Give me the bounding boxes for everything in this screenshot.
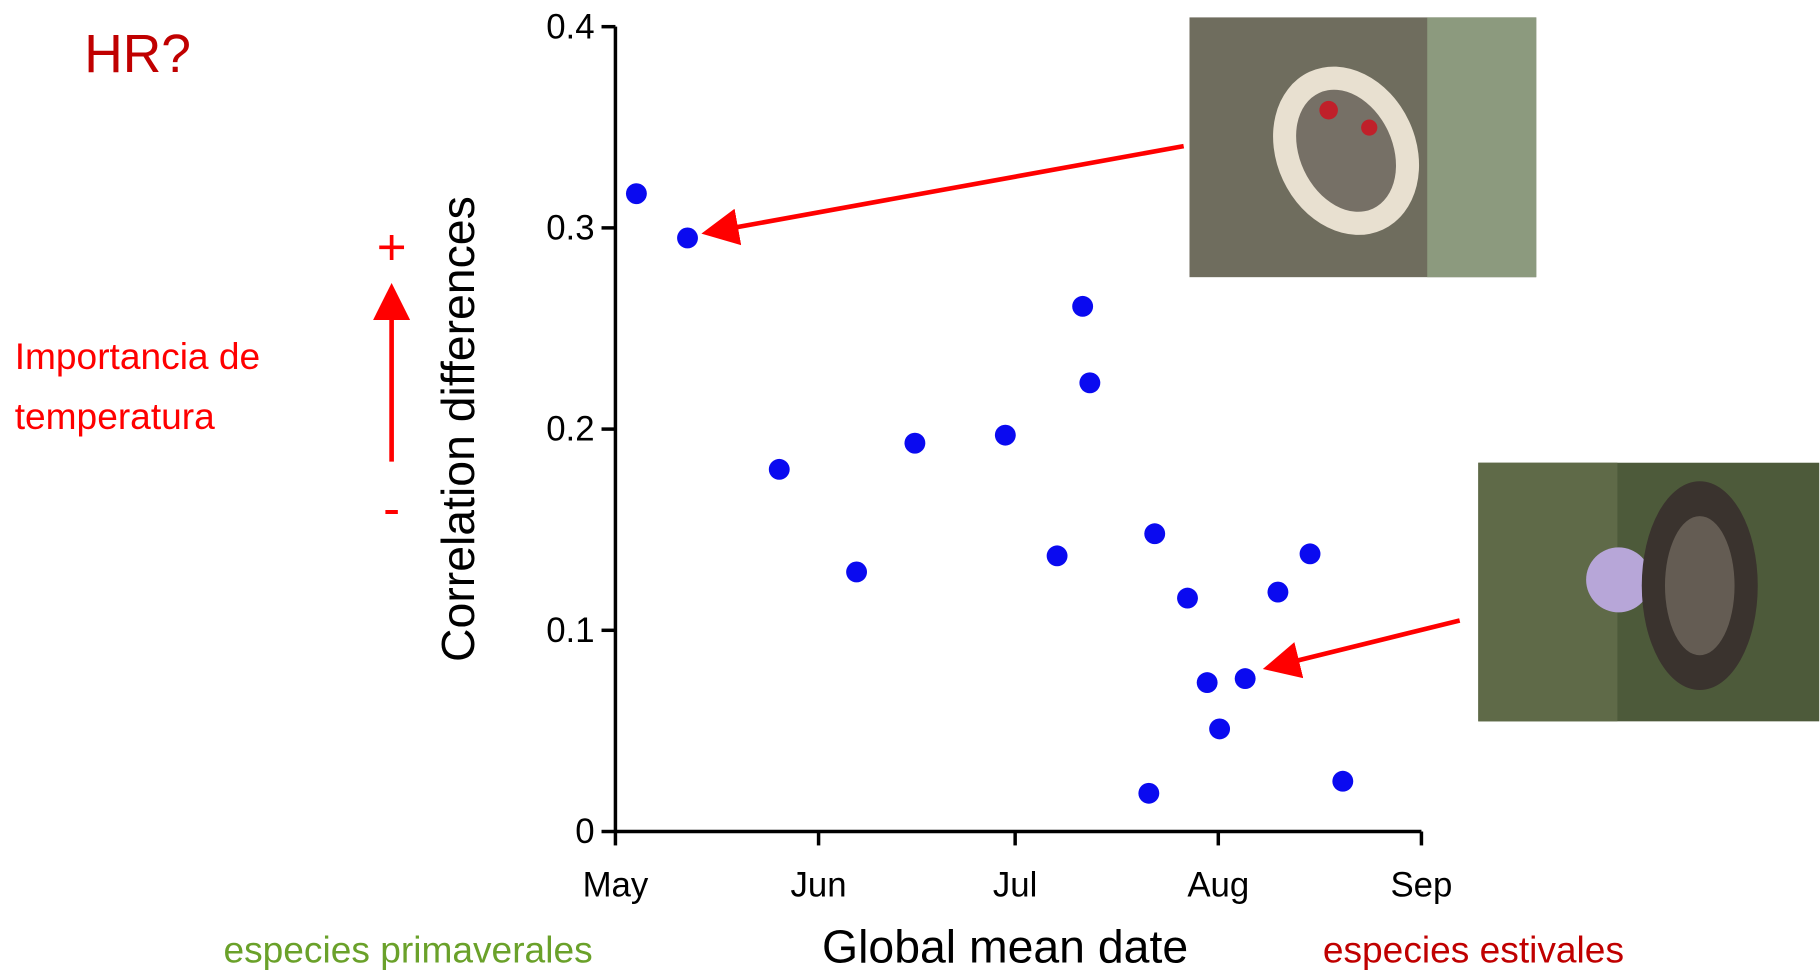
x-tick-label: Jul	[993, 866, 1037, 904]
point	[846, 561, 868, 583]
annotation-arrow	[1262, 618, 1461, 679]
plus-sign: +	[377, 218, 407, 275]
point	[904, 432, 926, 454]
x-tick-label: Aug	[1187, 866, 1249, 904]
x-axis-label: Global mean date	[822, 921, 1188, 973]
annotation-arrow	[701, 143, 1185, 246]
x-tick-label: Jun	[791, 866, 847, 904]
point	[1267, 581, 1289, 603]
x-tick-label: Sep	[1390, 866, 1452, 904]
y-tick-label: 0	[575, 813, 594, 851]
point	[1209, 718, 1231, 740]
y-axis-label: Correlation differences	[432, 196, 484, 662]
y-tick-label: 0.4	[546, 8, 594, 46]
right-note: especies estivales	[1323, 929, 1624, 971]
point	[677, 227, 698, 249]
minus-sign: -	[383, 479, 400, 536]
point	[1144, 523, 1166, 545]
point	[1177, 587, 1198, 609]
photo-top	[1189, 17, 1537, 278]
point	[1299, 543, 1321, 565]
point	[768, 458, 790, 480]
y-tick-label: 0.3	[546, 209, 594, 247]
point	[1138, 782, 1160, 804]
point	[1079, 372, 1101, 394]
point	[625, 183, 647, 205]
point	[1332, 770, 1354, 792]
y-tick-label: 0.2	[546, 411, 594, 449]
point	[994, 424, 1016, 446]
corner-label: HR?	[84, 25, 191, 84]
point	[1234, 668, 1256, 690]
y-tick-label: 0.1	[546, 612, 594, 650]
left-note: especies primaverales	[223, 929, 592, 971]
point	[1196, 672, 1218, 694]
photo-bottom	[1478, 462, 1820, 722]
side-label: temperatura	[15, 395, 215, 437]
point	[1072, 295, 1094, 317]
point	[1046, 545, 1068, 567]
side-label: Importancia de	[15, 335, 260, 377]
x-tick-label: May	[583, 866, 649, 904]
